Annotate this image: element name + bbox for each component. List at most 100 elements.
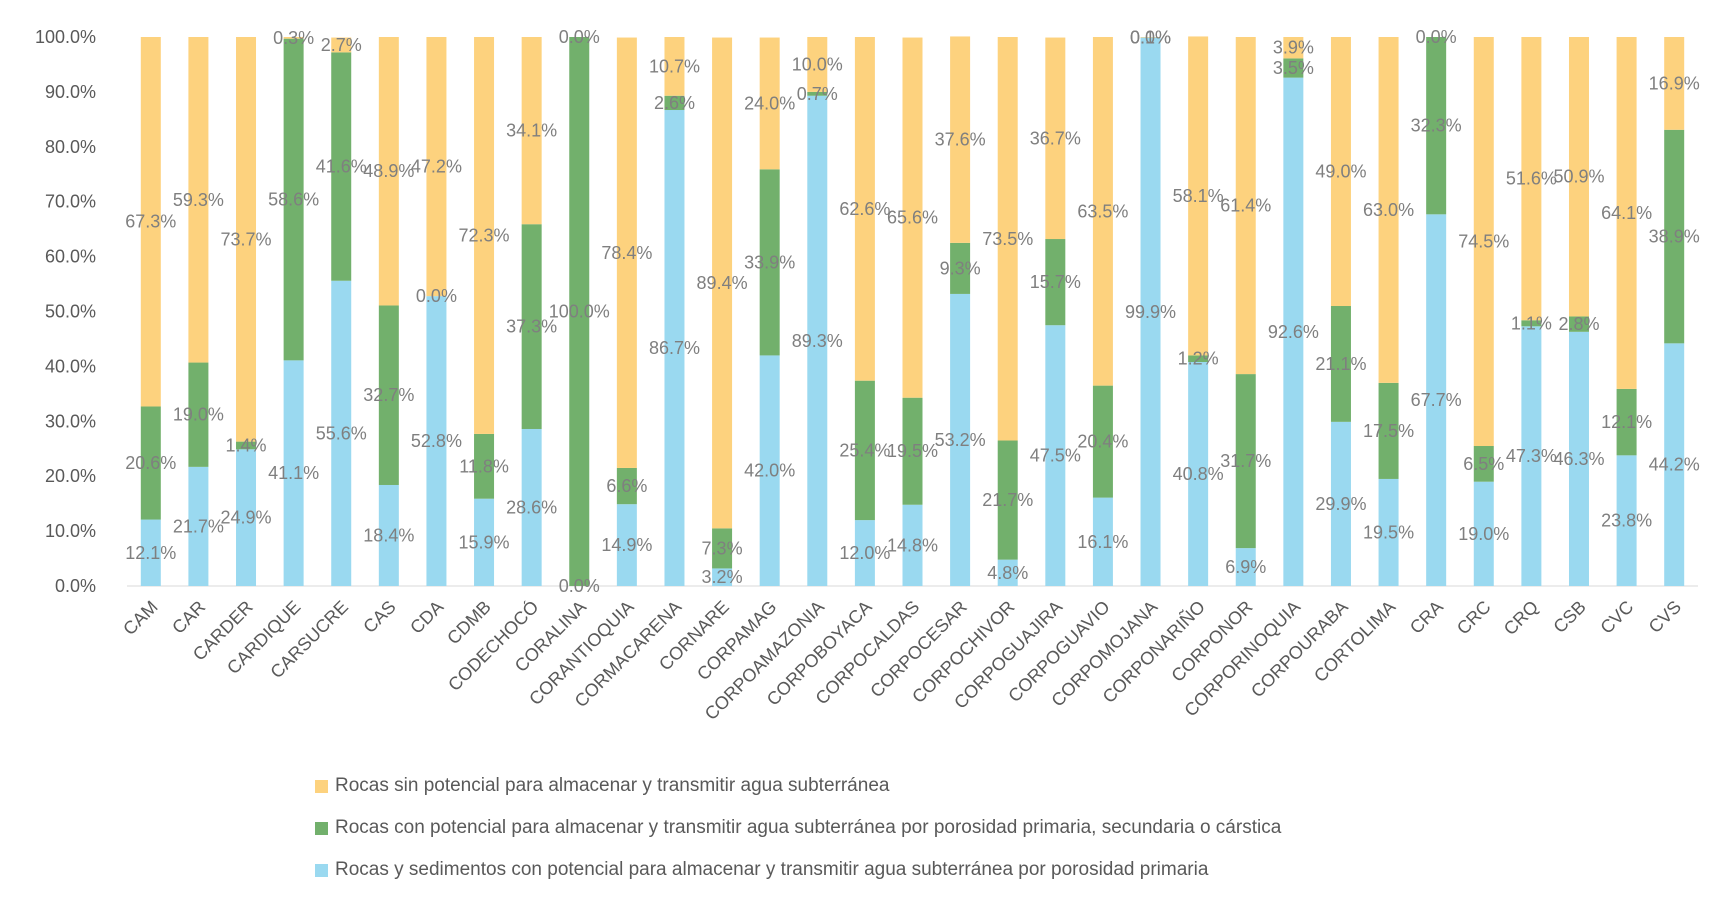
bar-segment: [1045, 37, 1066, 240]
data-label: 9.3%: [940, 258, 981, 278]
bar-segment: [426, 296, 447, 586]
bar-segment: [1283, 37, 1304, 59]
data-label: 33.9%: [744, 252, 795, 272]
y-tick-label: 10.0%: [45, 521, 96, 541]
bar-segment: [521, 37, 542, 225]
data-label: 64.1%: [1601, 203, 1652, 223]
data-label: 0.0%: [416, 286, 457, 306]
data-label: 15.9%: [459, 532, 510, 552]
data-label: 20.4%: [1077, 432, 1128, 452]
data-label: 16.1%: [1077, 532, 1128, 552]
data-label: 62.6%: [839, 199, 890, 219]
data-label: 14.8%: [887, 535, 938, 555]
bar-segment: [1092, 497, 1113, 586]
bar-segment: [1235, 37, 1256, 375]
data-label: 63.0%: [1363, 200, 1414, 220]
data-label: 67.3%: [125, 212, 176, 232]
data-label: 19.0%: [1458, 524, 1509, 544]
data-label: 16.9%: [1649, 73, 1700, 93]
bar-segment: [1140, 37, 1161, 586]
bar-segment: [236, 449, 257, 586]
data-label: 4.8%: [987, 563, 1028, 583]
data-label: 12.1%: [125, 543, 176, 563]
data-label: 21.7%: [982, 490, 1033, 510]
bar-segment: [188, 466, 209, 586]
bar-segment: [331, 52, 352, 281]
bar-segment: [1235, 548, 1256, 586]
data-label: 58.6%: [268, 190, 319, 210]
y-tick-label: 20.0%: [45, 466, 96, 486]
data-label: 19.0%: [173, 405, 224, 425]
data-label: 58.1%: [1173, 186, 1224, 206]
data-label: 63.5%: [1077, 201, 1128, 221]
data-label: 55.6%: [316, 423, 367, 443]
bar-segment: [521, 428, 542, 586]
data-label: 52.8%: [411, 431, 462, 451]
bar-segment: [664, 110, 685, 586]
bar-segment: [331, 280, 352, 586]
data-label: 7.3%: [702, 538, 743, 558]
legend-item-sin-potencial: Rocas sin potencial para almacenar y tra…: [315, 772, 1281, 800]
data-label: 67.7%: [1411, 390, 1462, 410]
data-label: 34.1%: [506, 121, 557, 141]
bar-segment: [854, 37, 875, 381]
y-tick-label: 60.0%: [45, 247, 96, 267]
bar-segment: [1378, 382, 1399, 479]
data-label: 100.0%: [549, 302, 610, 322]
data-label: 3.9%: [1273, 38, 1314, 58]
data-label: 0.0%: [559, 576, 600, 596]
bar-segment: [474, 433, 495, 499]
legend-item-con-potencial: Rocas con potencial para almacenar y tra…: [315, 814, 1281, 842]
bar-segment: [188, 37, 209, 363]
data-label: 3.2%: [702, 567, 743, 587]
bar-segment: [1473, 37, 1494, 447]
data-label: 89.4%: [697, 273, 748, 293]
data-label: 31.7%: [1220, 451, 1271, 471]
bar-segment: [1283, 58, 1304, 78]
data-label: 46.3%: [1553, 449, 1604, 469]
data-label: 10.0%: [792, 54, 843, 74]
bar-segment: [616, 37, 637, 468]
bar-segment: [1616, 455, 1637, 586]
data-label: 65.6%: [887, 208, 938, 228]
bar-segment: [236, 37, 257, 442]
bar-segment: [140, 406, 161, 520]
data-label: 1.4%: [225, 435, 266, 455]
data-label: 12.1%: [1601, 412, 1652, 432]
bar-segment: [1235, 374, 1256, 549]
data-label: 19.5%: [1363, 522, 1414, 542]
bar-segment: [616, 504, 637, 586]
bar-segment: [1188, 355, 1209, 363]
y-tick-label: 0.0%: [55, 576, 96, 596]
x-tick-label: CAS: [359, 597, 399, 637]
data-label: 0.7%: [797, 84, 838, 104]
data-label: 6.6%: [606, 476, 647, 496]
data-label: 21.1%: [1315, 354, 1366, 374]
bar-segment: [1188, 36, 1209, 356]
bar-segment: [759, 169, 780, 356]
bar-segment: [1092, 37, 1113, 386]
bar-segment: [854, 380, 875, 521]
data-label: 24.9%: [220, 508, 271, 528]
bar-segment: [997, 559, 1018, 586]
x-tick-label: CVC: [1596, 597, 1637, 638]
bar-segment: [1283, 77, 1304, 586]
data-label: 24.0%: [744, 93, 795, 113]
data-label: 6.9%: [1225, 557, 1266, 577]
bar-segment: [1473, 481, 1494, 586]
data-label: 15.7%: [1030, 272, 1081, 292]
y-tick-label: 30.0%: [45, 411, 96, 431]
bar-segment: [1473, 446, 1494, 482]
data-label: 0.0%: [1416, 27, 1457, 47]
bar-segment: [712, 528, 733, 569]
data-label: 86.7%: [649, 338, 700, 358]
data-label: 48.9%: [363, 161, 414, 181]
data-label: 2.8%: [1558, 314, 1599, 334]
data-label: 12.0%: [839, 543, 890, 563]
data-label: 38.9%: [1649, 227, 1700, 247]
bar-segment: [569, 37, 590, 586]
bar-segment: [378, 305, 399, 485]
bar-segment: [426, 37, 447, 297]
data-label: 49.0%: [1315, 162, 1366, 182]
